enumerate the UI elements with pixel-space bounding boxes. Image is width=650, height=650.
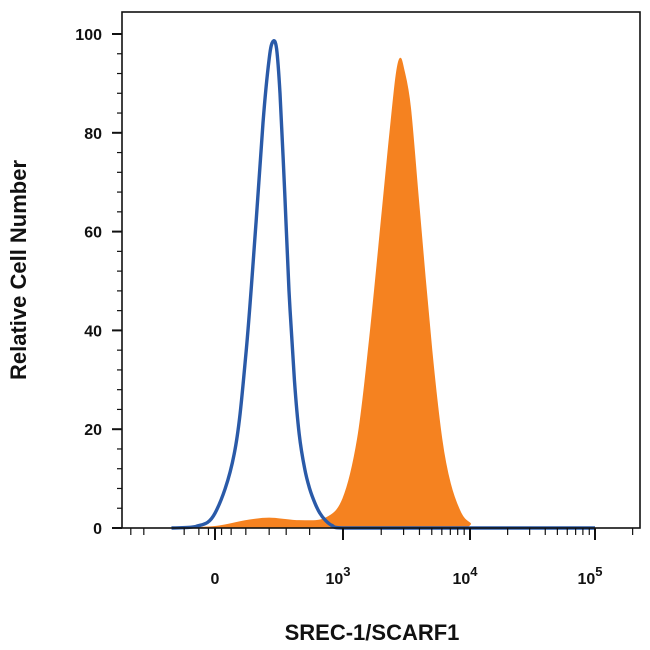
x-tick-label-base: 0 xyxy=(211,571,220,588)
y-tick-label: 20 xyxy=(84,422,102,439)
x-tick-label: 103 xyxy=(325,564,350,588)
x-tick-label: 0 xyxy=(211,571,220,588)
plot-frame xyxy=(121,11,641,529)
x-tick-label-base: 10 xyxy=(577,571,595,588)
x-tick-label-exponent: 3 xyxy=(343,564,350,579)
y-tick-label: 100 xyxy=(75,27,102,44)
y-tick-label: 40 xyxy=(84,323,102,340)
outline-histogram-series xyxy=(171,38,595,530)
x-tick-label-exponent: 5 xyxy=(595,564,602,579)
y-axis-title: Relative Cell Number xyxy=(6,160,31,381)
x-tick-label: 104 xyxy=(452,564,478,588)
x-tick-label-base: 10 xyxy=(325,571,343,588)
y-tick-label: 60 xyxy=(84,225,102,242)
y-tick-label: 80 xyxy=(84,126,102,143)
filled-histogram-series xyxy=(171,57,595,529)
x-axis-title: SREC-1/SCARF1 xyxy=(285,620,460,645)
plot-area xyxy=(171,38,595,530)
x-tick-label-base: 10 xyxy=(452,571,470,588)
x-tick-label: 105 xyxy=(577,564,602,588)
y-tick-label: 0 xyxy=(93,521,102,538)
x-tick-label-exponent: 4 xyxy=(470,564,478,579)
